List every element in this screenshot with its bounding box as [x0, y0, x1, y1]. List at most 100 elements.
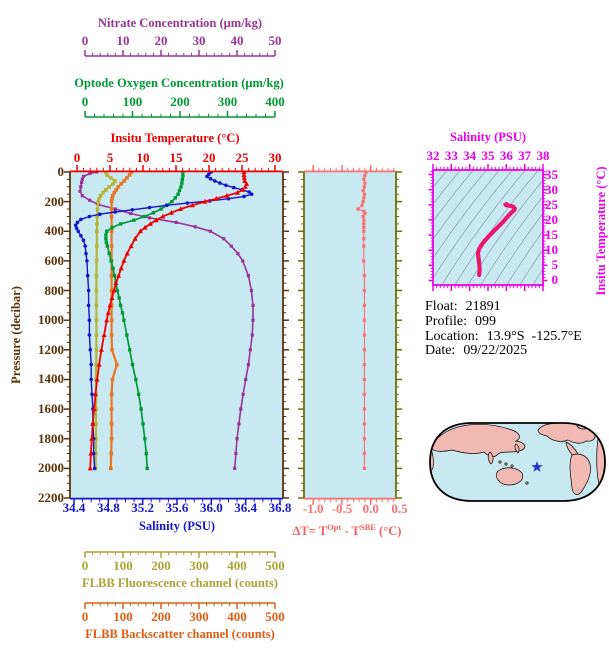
profile-value: 099 — [475, 313, 496, 329]
tick-label-backscatter-100: 100 — [113, 609, 133, 624]
tick-label-nitrate-40: 40 — [230, 33, 244, 48]
delta-t-title-part: - T — [341, 524, 360, 539]
tick-label-backscatter-200: 200 — [151, 609, 171, 624]
tick-label-delta_t--1.0: -1.0 — [302, 501, 324, 516]
tick-label-delta_t-0.5: 0.5 — [391, 501, 408, 516]
tick-label-ts-temperature-30: 30 — [545, 181, 558, 197]
salinity-axis-title: Salinity (PSU) — [138, 519, 216, 533]
tick-label-ts-temperature-0: 0 — [551, 272, 559, 288]
tick-label-temperature-30: 30 — [268, 150, 282, 165]
ts-temperature-axis-title: Insitu Temperature (°C) — [594, 166, 608, 296]
tick-label-oxygen-0: 0 — [81, 94, 89, 109]
temperature-axis-title: Insitu Temperature (°C) — [110, 131, 240, 145]
tick-label-pressure-1400: 1400 — [38, 371, 64, 387]
tick-label-pressure-0: 0 — [57, 164, 65, 179]
delta-t-series-layer — [356, 172, 368, 470]
delta-t-axis-title: ΔT= TOpt - TSBE (°C) — [278, 520, 416, 538]
tick-label-pressure-600: 600 — [44, 252, 65, 268]
tick-label-salinity-35.6: 35.6 — [165, 500, 189, 515]
tick-label-backscatter-0: 0 — [81, 609, 89, 624]
tick-label-fluorescence-0: 0 — [81, 558, 89, 573]
tick-label-ts-temperature-5: 5 — [551, 257, 559, 273]
tick-label-fluorescence-200: 200 — [151, 558, 171, 573]
tick-label-pressure-200: 200 — [44, 193, 65, 209]
tick-label-temperature-25: 25 — [235, 150, 249, 165]
tick-label-ts_x-32: 32 — [426, 148, 440, 163]
tick-label-pressure-1200: 1200 — [38, 341, 64, 357]
tick-label-nitrate-50: 50 — [268, 33, 282, 48]
delta-t-title-part: ΔT= T — [292, 524, 328, 539]
tick-label-pressure-2200: 2200 — [38, 490, 64, 505]
date-value: 09/22/2025 — [463, 343, 528, 359]
tick-label-temperature-5: 5 — [106, 150, 114, 165]
tick-label-ts_x-37: 37 — [518, 148, 532, 163]
tick-label-nitrate-30: 30 — [192, 33, 206, 48]
tick-label-salinity-36.8: 36.8 — [268, 500, 292, 515]
world-map — [429, 422, 606, 502]
profile-label: Profile: — [425, 313, 467, 329]
tick-label-ts_x-35: 35 — [481, 148, 495, 163]
tick-label-pressure-400: 400 — [44, 223, 65, 239]
delta-t-sup-opt: Opt — [327, 522, 342, 532]
float-location-star-icon — [531, 461, 543, 472]
tick-label-ts-temperature-15: 15 — [545, 227, 558, 243]
float-value: 21891 — [465, 299, 501, 314]
tick-label-ts-temperature-35: 35 — [545, 166, 558, 182]
location-label: Location: — [425, 328, 479, 344]
tick-label-ts-temperature-25: 25 — [545, 196, 558, 212]
tick-label-oxygen-400: 400 — [265, 94, 285, 109]
tick-label-temperature-15: 15 — [169, 150, 183, 165]
tick-label-pressure-1000: 1000 — [38, 312, 64, 328]
delta-t-sup-sbe: SBE — [359, 522, 376, 532]
tick-label-pressure-1800: 1800 — [38, 430, 64, 446]
ts-panel — [433, 170, 543, 285]
tick-label-nitrate-0: 0 — [81, 33, 89, 48]
date-label: Date: — [425, 343, 456, 359]
tick-label-pressure-1600: 1600 — [38, 401, 64, 417]
tick-label-salinity-34.8: 34.8 — [96, 500, 120, 515]
tick-label-nitrate-20: 20 — [154, 33, 168, 48]
tick-label-temperature-20: 20 — [202, 150, 216, 165]
nitrate-axis-title: Nitrate Concentration (μm/kg) — [98, 16, 262, 30]
tick-label-nitrate-10: 10 — [116, 33, 130, 48]
delta-t-title-part: (°C) — [375, 524, 402, 539]
backscatter-axis-title: FLBB Backscatter channel (counts) — [85, 627, 275, 641]
delta-t-panel — [304, 172, 396, 498]
tick-label-fluorescence-500: 500 — [265, 558, 285, 573]
map-outline — [429, 422, 606, 502]
tick-label-fluorescence-300: 300 — [189, 558, 209, 573]
tick-label-oxygen-300: 300 — [217, 94, 238, 109]
tick-label-oxygen-200: 200 — [170, 94, 190, 109]
tick-label-oxygen-100: 100 — [122, 94, 143, 109]
tick-label-ts_x-38: 38 — [536, 148, 550, 163]
tick-label-salinity-36.4: 36.4 — [234, 500, 258, 515]
series-line-nitrate — [79, 172, 254, 469]
tick-label-fluorescence-400: 400 — [227, 558, 247, 573]
location-value: 13.9°S -125.7°E — [486, 328, 582, 344]
tick-label-ts-temperature-20: 20 — [545, 211, 558, 227]
tick-label-delta_t-0.0: 0.0 — [362, 501, 379, 516]
tick-label-ts_x-36: 36 — [499, 148, 513, 163]
ts-curve-layer — [475, 202, 518, 278]
tick-label-temperature-0: 0 — [73, 150, 81, 165]
tick-label-temperature-10: 10 — [136, 150, 150, 165]
tick-label-fluorescence-100: 100 — [113, 558, 133, 573]
tick-label-pressure-800: 800 — [44, 282, 65, 298]
info-line-float: Float: 21891 — [425, 299, 582, 315]
tick-label-ts_x-34: 34 — [463, 148, 477, 163]
tick-label-pressure-2000: 2000 — [38, 460, 64, 476]
tick-label-salinity-35.2: 35.2 — [131, 500, 155, 515]
oxygen-axis-title: Optode Oxygen Concentration (μm/kg) — [74, 76, 284, 90]
info-line-location: Location: 13.9°S -125.7°E — [425, 328, 582, 345]
tick-label-ts-temperature-10: 10 — [545, 242, 558, 258]
tick-label-backscatter-500: 500 — [265, 609, 285, 624]
tick-label-delta_t--0.5: -0.5 — [331, 501, 353, 516]
info-line-profile: Profile: 099 — [425, 313, 582, 330]
tick-label-salinity-34.4: 34.4 — [62, 500, 86, 515]
info-line-date: Date: 09/22/2025 — [425, 343, 582, 359]
float-info-block: Float: 21891 Profile: 099 Location: 13.9°S … — [425, 299, 582, 359]
tick-label-backscatter-400: 400 — [227, 609, 247, 624]
tick-label-salinity-36.0: 36.0 — [199, 500, 223, 515]
